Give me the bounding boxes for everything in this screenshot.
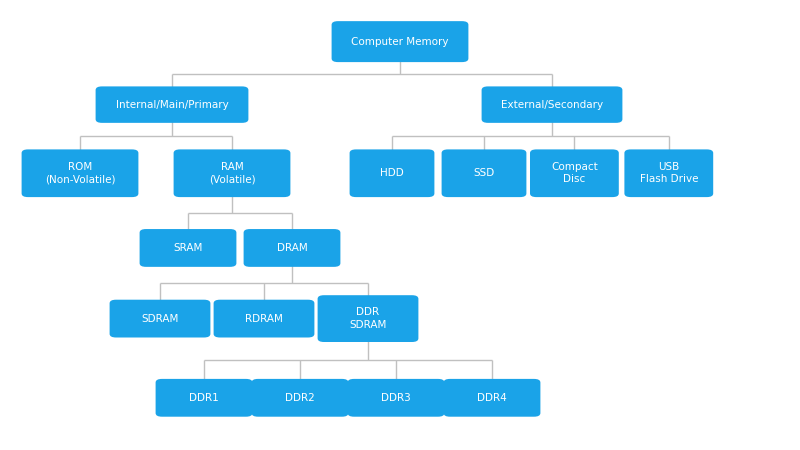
- FancyBboxPatch shape: [442, 149, 526, 197]
- FancyBboxPatch shape: [22, 149, 138, 197]
- Text: External/Secondary: External/Secondary: [501, 99, 603, 110]
- FancyBboxPatch shape: [214, 300, 314, 338]
- Text: RAM
(Volatile): RAM (Volatile): [209, 162, 255, 184]
- Text: DRAM: DRAM: [277, 243, 307, 253]
- Text: DDR4: DDR4: [477, 393, 507, 403]
- Text: DDR3: DDR3: [381, 393, 411, 403]
- FancyBboxPatch shape: [348, 379, 445, 417]
- Text: Compact
Disc: Compact Disc: [551, 162, 598, 184]
- Text: DDR1: DDR1: [189, 393, 219, 403]
- FancyBboxPatch shape: [139, 229, 237, 267]
- FancyBboxPatch shape: [624, 149, 714, 197]
- FancyBboxPatch shape: [482, 86, 622, 123]
- Text: ROM
(Non-Volatile): ROM (Non-Volatile): [45, 162, 115, 184]
- FancyBboxPatch shape: [331, 21, 468, 62]
- FancyBboxPatch shape: [96, 86, 248, 123]
- Text: HDD: HDD: [380, 168, 404, 178]
- Text: SSD: SSD: [474, 168, 494, 178]
- FancyBboxPatch shape: [443, 379, 541, 417]
- FancyBboxPatch shape: [243, 229, 341, 267]
- Text: Internal/Main/Primary: Internal/Main/Primary: [116, 99, 228, 110]
- Text: SDRAM: SDRAM: [142, 314, 178, 324]
- Text: SRAM: SRAM: [174, 243, 202, 253]
- Text: Computer Memory: Computer Memory: [351, 36, 449, 47]
- FancyBboxPatch shape: [110, 300, 210, 338]
- Text: RDRAM: RDRAM: [245, 314, 283, 324]
- FancyBboxPatch shape: [318, 295, 418, 342]
- FancyBboxPatch shape: [174, 149, 290, 197]
- Text: DDR
SDRAM: DDR SDRAM: [350, 307, 386, 330]
- FancyBboxPatch shape: [155, 379, 253, 417]
- FancyBboxPatch shape: [530, 149, 619, 197]
- Text: DDR2: DDR2: [285, 393, 315, 403]
- FancyBboxPatch shape: [350, 149, 434, 197]
- FancyBboxPatch shape: [251, 379, 349, 417]
- Text: USB
Flash Drive: USB Flash Drive: [639, 162, 698, 184]
